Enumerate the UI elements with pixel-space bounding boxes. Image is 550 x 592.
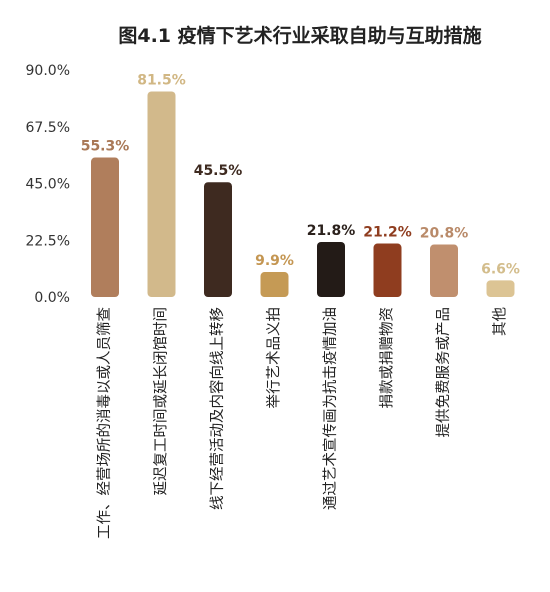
y-tick-label: 0.0%	[34, 290, 70, 306]
chart-title: 图4.1 疫情下艺术行业采取自助与互助措施	[118, 24, 481, 47]
value-label: 81.5%	[137, 72, 186, 88]
category-label: 线下经营活动及内容向线上转移	[209, 307, 226, 510]
bar	[204, 182, 232, 297]
y-tick-label: 67.5%	[26, 120, 70, 136]
value-label: 21.2%	[363, 225, 412, 241]
value-labels: 55.3% 81.5% 45.5% 9.9% 21.8% 21.2% 20.8% 6.6%	[81, 72, 520, 277]
category-label: 举行艺术品义拍	[266, 307, 283, 409]
x-axis-labels: 工作、经营场所的消毒以或人员筛查 延迟复工时间或延长闭馆时间 线下经营活动及内容向线…	[96, 307, 509, 539]
bars	[91, 91, 515, 297]
bar	[486, 280, 515, 297]
y-axis-ticks: 0.0% 22.5% 45.0% 67.5% 90.0%	[26, 63, 70, 306]
category-label: 通过艺术宣传画为抗击疫情加油	[322, 307, 339, 510]
bar	[147, 91, 176, 297]
value-label: 55.3%	[81, 139, 130, 155]
y-tick-label: 90.0%	[26, 63, 70, 79]
bar	[430, 244, 458, 297]
bar	[91, 157, 119, 297]
category-label: 提供免费服务或产品	[435, 307, 452, 438]
bar	[260, 272, 289, 297]
value-label: 6.6%	[481, 261, 520, 277]
y-tick-label: 22.5%	[26, 233, 70, 249]
bar	[373, 243, 402, 297]
category-label: 捐款或捐赠物资	[379, 307, 396, 409]
value-label: 9.9%	[255, 253, 294, 269]
category-label: 工作、经营场所的消毒以或人员筛查	[96, 307, 113, 539]
category-label: 延迟复工时间或延长闭馆时间	[152, 307, 170, 496]
value-label: 20.8%	[420, 226, 469, 242]
bar	[317, 242, 345, 297]
value-label: 21.8%	[307, 223, 356, 239]
value-label: 45.5%	[194, 163, 243, 179]
category-label: 其他	[492, 307, 509, 336]
y-tick-label: 45.0%	[26, 177, 70, 193]
